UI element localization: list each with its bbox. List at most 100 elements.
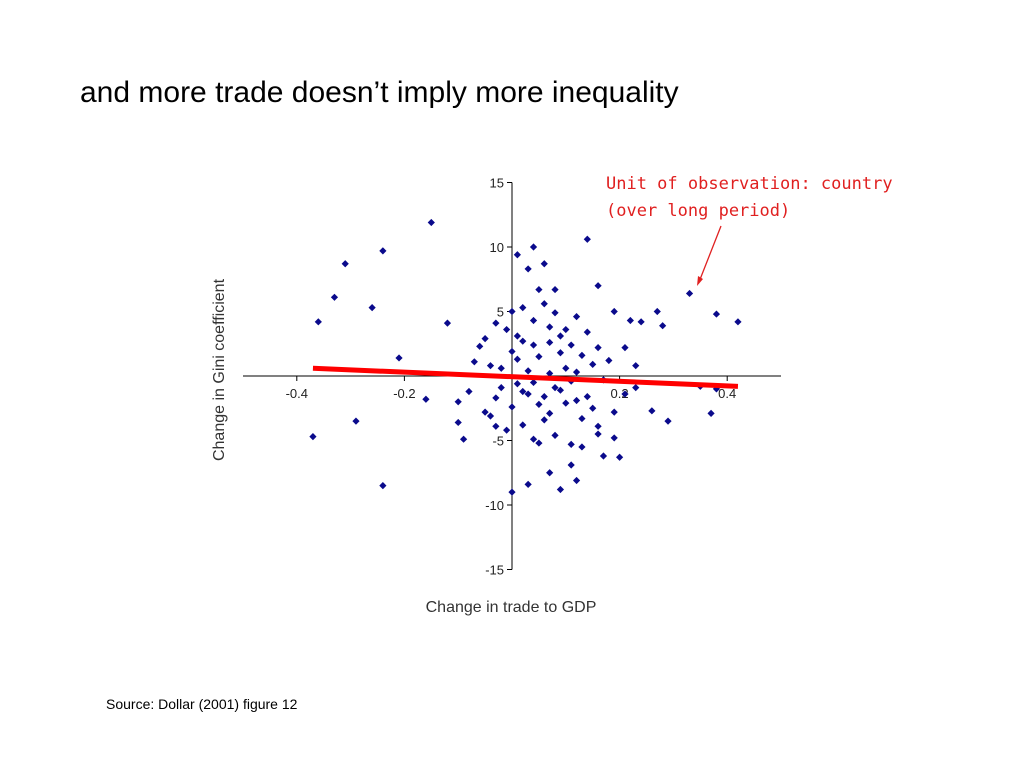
x-tick-label: 0.2: [611, 386, 629, 401]
y-axis-label: Change in Gini coefficient: [211, 278, 228, 461]
data-point: [476, 342, 484, 350]
data-point: [519, 337, 527, 345]
data-point: [653, 307, 661, 316]
data-point: [497, 364, 505, 372]
data-point: [508, 403, 516, 411]
data-point: [422, 395, 430, 403]
data-point: [707, 409, 715, 418]
data-point: [546, 409, 554, 418]
data-point: [632, 362, 640, 370]
data-point: [379, 247, 387, 255]
data-point: [492, 394, 500, 402]
data-point: [583, 235, 591, 243]
y-tick-label: 5: [497, 305, 504, 320]
data-point: [583, 328, 591, 336]
data-point: [594, 422, 602, 430]
data-point: [492, 319, 500, 327]
data-point: [535, 400, 543, 408]
x-tick-label: -0.4: [286, 386, 308, 401]
data-point: [659, 322, 667, 330]
data-point: [481, 334, 489, 343]
data-point: [685, 289, 694, 298]
data-point: [712, 310, 721, 318]
data-point: [594, 344, 602, 352]
annotation-note: Unit of observation: country (over long …: [606, 171, 893, 225]
data-point: [546, 469, 554, 477]
data-point: [546, 369, 554, 378]
data-point: [540, 393, 548, 401]
data-point: [572, 396, 581, 405]
data-point: [594, 282, 602, 290]
data-point: [551, 285, 559, 294]
annotation-line-2: (over long period): [606, 201, 791, 221]
annotation-arrow-head: [697, 276, 703, 286]
data-point: [368, 304, 376, 312]
data-point: [497, 384, 505, 392]
data-point: [486, 412, 495, 420]
data-point: [524, 390, 532, 398]
data-point: [513, 380, 521, 388]
data-point: [314, 318, 322, 326]
data-point: [562, 325, 570, 334]
data-point: [459, 435, 468, 443]
data-point: [562, 364, 570, 372]
data-point: [529, 435, 538, 443]
data-point: [341, 260, 349, 268]
data-point: [330, 293, 339, 301]
x-tick-label: 0.4: [718, 386, 736, 401]
data-point: [610, 408, 618, 416]
data-point: [443, 319, 452, 327]
data-point: [508, 488, 516, 496]
data-point: [562, 399, 570, 407]
data-point: [551, 309, 559, 317]
data-point: [637, 318, 645, 326]
data-point: [309, 433, 317, 441]
data-point: [454, 398, 462, 406]
data-point: [712, 385, 721, 393]
data-point: [540, 260, 548, 268]
data-point: [379, 482, 387, 490]
data-point: [465, 387, 473, 396]
data-point: [524, 480, 532, 488]
data-point: [578, 351, 586, 359]
axis-labels: Change in trade to GDP Change in Gini co…: [211, 278, 596, 616]
annotation-line-1: Unit of observation: country: [606, 174, 893, 194]
data-point: [632, 384, 640, 392]
data-point: [513, 332, 521, 340]
data-point: [648, 407, 656, 415]
data-point: [540, 300, 548, 308]
y-tick-label: -10: [485, 498, 504, 513]
slide-title: and more trade doesn’t imply more inequa…: [80, 76, 679, 109]
data-point: [395, 354, 403, 362]
data-point: [621, 344, 629, 352]
data-point: [492, 422, 500, 430]
data-point: [610, 434, 618, 442]
data-point: [578, 443, 586, 451]
data-point: [572, 313, 581, 321]
data-point: [519, 421, 527, 429]
data-point: [529, 341, 538, 349]
data-point: [546, 323, 554, 331]
data-point: [546, 338, 554, 347]
y-tick-label: 10: [490, 240, 504, 255]
data-point: [556, 332, 565, 340]
data-point: [352, 417, 360, 425]
data-point: [519, 387, 527, 396]
x-axis-label: Change in trade to GDP: [426, 599, 597, 616]
source-citation: Source: Dollar (2001) figure 12: [106, 696, 298, 712]
data-point: [572, 368, 581, 376]
regression-line-group: [312, 365, 739, 389]
data-point: [454, 418, 462, 427]
data-point: [535, 439, 543, 447]
data-point: [486, 362, 495, 370]
data-point: [589, 404, 597, 412]
data-point: [572, 476, 581, 485]
data-point: [513, 355, 521, 363]
data-point: [556, 349, 565, 357]
data-point: [529, 243, 538, 251]
data-point: [535, 285, 543, 294]
data-point: [567, 341, 575, 349]
data-point: [594, 430, 602, 438]
data-point: [599, 452, 608, 460]
